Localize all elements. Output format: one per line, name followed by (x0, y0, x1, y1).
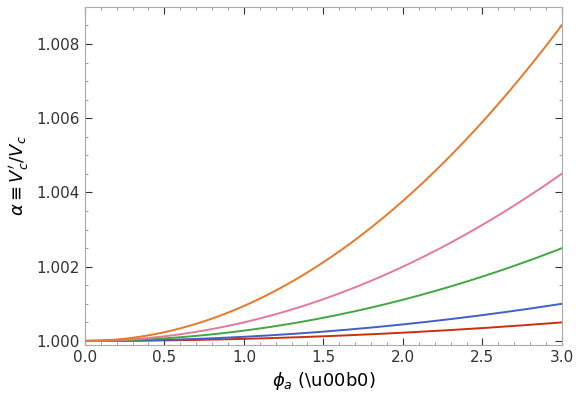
X-axis label: $\phi_a$ (\u00b0): $\phi_a$ (\u00b0) (272, 370, 375, 392)
Y-axis label: $\alpha \equiv V_c^{\prime}/V_c$: $\alpha \equiv V_c^{\prime}/V_c$ (7, 135, 31, 216)
